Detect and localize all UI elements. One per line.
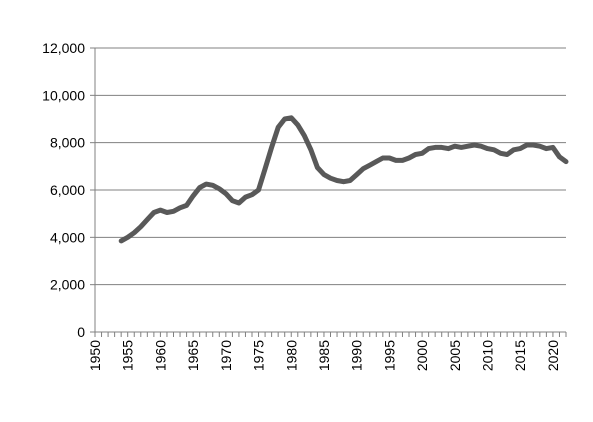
x-tick-label: 1965 xyxy=(185,340,201,371)
x-tick-label: 2000 xyxy=(414,340,430,371)
x-axis-tick-labels: 1950 1955 1960 1965 1970 1975 1980 1985 1990 1995… xyxy=(87,340,561,371)
x-tick-label: 2010 xyxy=(480,340,496,371)
x-tick-label: 1955 xyxy=(120,340,136,371)
y-tick-label: 0 xyxy=(77,324,85,340)
x-tick-label: 1950 xyxy=(87,340,103,371)
x-tick-label: 1980 xyxy=(283,340,299,371)
y-tick-label: 4,000 xyxy=(50,229,85,245)
series-group xyxy=(118,115,569,244)
y-tick-label: 6,000 xyxy=(50,182,85,198)
series-line xyxy=(118,115,569,244)
x-tick-label: 1970 xyxy=(218,340,234,371)
y-tick-label: 2,000 xyxy=(50,277,85,293)
x-tick-label: 1960 xyxy=(152,340,168,371)
y-axis-tick-labels: 0 2,000 4,000 6,000 8,000 10,000 12,000 xyxy=(42,40,85,340)
x-tick-label: 1975 xyxy=(251,340,267,371)
x-tick-label: 2015 xyxy=(512,340,528,371)
x-tick-label: 1995 xyxy=(381,340,397,371)
axes xyxy=(90,47,567,337)
x-tick-label: 1985 xyxy=(316,340,332,371)
x-tick-label: 1990 xyxy=(349,340,365,371)
gridlines xyxy=(95,47,566,286)
x-tick-label: 2020 xyxy=(545,340,561,371)
y-tick-label: 12,000 xyxy=(42,40,85,56)
x-tick-label: 2005 xyxy=(447,340,463,371)
y-tick-label: 8,000 xyxy=(50,135,85,151)
y-tick-label: 10,000 xyxy=(42,87,85,103)
